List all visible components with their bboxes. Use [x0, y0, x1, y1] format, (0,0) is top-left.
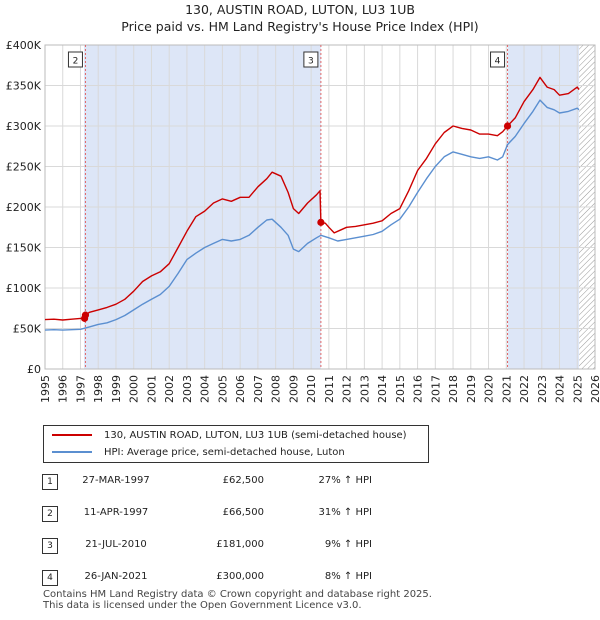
transaction-hpi-change: 8% ↑ HPI	[324, 571, 372, 582]
price-paid-line	[44, 76, 580, 321]
chart-legend: 130, AUSTIN ROAD, LUTON, LU3 1UB (semi-d…	[43, 425, 429, 463]
x-tick-label: 2022	[518, 375, 531, 403]
y-tick-label: £300K	[6, 120, 42, 133]
x-tick-label: 2002	[163, 375, 176, 403]
x-tick-label: 1999	[110, 375, 123, 403]
x-tick-label: 2021	[500, 375, 513, 403]
plot-border	[44, 44, 596, 370]
transaction-price: £181,000	[216, 539, 264, 550]
x-tick-label: 1995	[39, 375, 52, 403]
legend-item-hpi: HPI: Average price, semi-detached house,…	[52, 445, 345, 459]
x-tick-label: 2007	[252, 375, 265, 403]
footer-licence: This data is licensed under the Open Gov…	[43, 600, 362, 611]
sale-flag: 2	[67, 51, 83, 68]
y-tick-label: £50K	[13, 323, 42, 336]
transaction-date: 27-MAR-1997	[82, 475, 150, 486]
transaction-hpi-change: 31% ↑ HPI	[318, 507, 372, 518]
table-row: 1 27-MAR-1997 £62,500 27% ↑ HPI	[42, 474, 442, 490]
transaction-price: £300,000	[216, 571, 264, 582]
legend-swatch-hpi	[52, 451, 92, 453]
transaction-hpi-change: 9% ↑ HPI	[324, 539, 372, 550]
y-tick-label: £400K	[6, 39, 42, 52]
sale-flag-box	[67, 51, 83, 68]
sale-flag: 4	[490, 51, 506, 68]
chart-title-address: 130, AUSTIN ROAD, LUTON, LU3 1UB	[185, 2, 415, 17]
x-tick-label: 2015	[394, 375, 407, 403]
table-row: 2 11-APR-1997 £66,500 31% ↑ HPI	[42, 506, 442, 522]
x-tick-label: 2010	[305, 375, 318, 403]
sale-point	[503, 122, 512, 130]
y-tick-label: £0	[27, 363, 41, 376]
transaction-date: 21-JUL-2010	[85, 539, 147, 550]
x-tick-label: 2012	[341, 375, 354, 403]
x-tick-label: 1998	[92, 375, 105, 403]
x-tick-label: 2014	[376, 375, 389, 403]
sale-flag-label: 4	[495, 57, 501, 67]
x-tick-label: 2017	[429, 375, 442, 403]
transaction-date: 26-JAN-2021	[84, 571, 148, 582]
transaction-number-badge: 2	[42, 506, 58, 522]
x-tick-label: 2000	[128, 375, 141, 403]
x-tick-label: 2004	[199, 375, 212, 403]
x-tick-label: 2005	[216, 375, 229, 403]
x-tick-label: 2016	[412, 375, 425, 403]
table-row: 4 26-JAN-2021 £300,000 8% ↑ HPI	[42, 570, 442, 586]
x-tick-label: 2020	[483, 375, 496, 403]
x-tick-label: 2011	[323, 375, 336, 403]
sale-flag-box	[303, 51, 319, 68]
sale-point	[317, 218, 325, 226]
sale-flag-label: 2	[73, 57, 79, 67]
footer-attribution: Contains HM Land Registry data © Crown c…	[43, 589, 432, 611]
sale-flag-box	[490, 51, 506, 68]
transaction-number-badge: 1	[42, 474, 58, 490]
x-tick-label: 2006	[234, 375, 247, 403]
x-tick-label: 1997	[74, 375, 87, 403]
transaction-hpi-change: 27% ↑ HPI	[318, 475, 372, 486]
y-tick-label: £150K	[6, 242, 42, 255]
y-tick-label: £200K	[6, 201, 42, 214]
footer-copyright: Contains HM Land Registry data © Crown c…	[43, 589, 432, 600]
chart-title-subtitle: Price paid vs. HM Land Registry's House …	[121, 19, 479, 34]
x-tick-label: 2019	[465, 375, 478, 403]
transaction-price: £66,500	[222, 507, 264, 518]
legend-label-price: 130, AUSTIN ROAD, LUTON, LU3 1UB (semi-d…	[104, 429, 407, 441]
y-tick-label: £100K	[6, 282, 42, 295]
x-tick-label: 2009	[287, 375, 300, 403]
hpi-line	[44, 99, 580, 331]
legend-item-price: 130, AUSTIN ROAD, LUTON, LU3 1UB (semi-d…	[52, 428, 407, 442]
y-tick-label: £250K	[6, 161, 42, 174]
x-tick-label: 2018	[447, 375, 460, 403]
table-row: 3 21-JUL-2010 £181,000 9% ↑ HPI	[42, 538, 442, 554]
x-tick-label: 2013	[358, 375, 371, 403]
sale-point	[81, 311, 90, 319]
y-tick-label: £350K	[6, 80, 42, 93]
sale-flag-label: 3	[308, 57, 314, 67]
transaction-date: 11-APR-1997	[83, 507, 149, 518]
transaction-price: £62,500	[222, 475, 264, 486]
x-tick-label: 2026	[589, 375, 600, 403]
x-tick-label: 2001	[145, 375, 158, 403]
transaction-number-badge: 4	[42, 570, 58, 586]
legend-label-hpi: HPI: Average price, semi-detached house,…	[104, 446, 345, 458]
price-chart: 2 3 4 £0 £50K £100K £150K £200K £250K £300K £350K…	[6, 39, 600, 403]
sale-flag: 3	[303, 51, 319, 68]
x-tick-label: 2003	[181, 375, 194, 403]
transaction-number-badge: 3	[42, 538, 58, 554]
x-tick-label: 2023	[536, 375, 549, 403]
x-tick-label: 2008	[270, 375, 283, 403]
x-tick-label: 2024	[554, 375, 567, 403]
legend-swatch-price	[52, 434, 92, 436]
x-tick-label: 1996	[57, 375, 70, 403]
x-tick-label: 2025	[571, 375, 584, 403]
